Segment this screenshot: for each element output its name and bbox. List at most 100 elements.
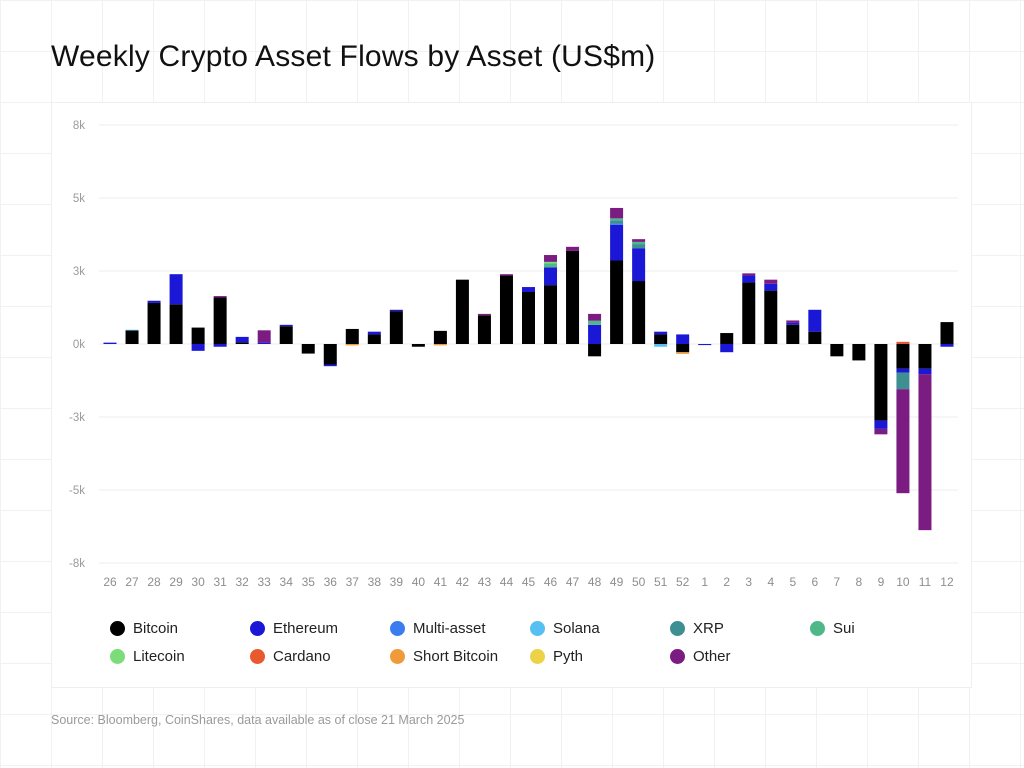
bar-segment-solana[interactable]	[654, 344, 668, 347]
bar-segment-bitcoin[interactable]	[433, 330, 447, 344]
bar-segment-sui[interactable]	[632, 241, 646, 245]
bar-segment-cardano[interactable]	[896, 341, 910, 344]
bar-segment-bitcoin[interactable]	[499, 275, 513, 344]
bar-segment-bitcoin[interactable]	[323, 344, 337, 365]
bar-segment-bitcoin[interactable]	[874, 344, 888, 421]
legend-item-cardano[interactable]: Cardano	[250, 646, 390, 666]
bar-segment-bitcoin[interactable]	[852, 344, 866, 361]
bar-segment-litecoin[interactable]	[544, 261, 558, 264]
bar-segment-bitcoin[interactable]	[169, 304, 183, 344]
bar-segment-ethereum[interactable]	[169, 274, 183, 305]
bar-segment-bitcoin[interactable]	[389, 311, 403, 344]
bar-segment-other[interactable]	[742, 273, 756, 276]
legend-item-sui[interactable]: Sui	[810, 618, 950, 638]
bar-segment-bitcoin[interactable]	[764, 290, 778, 344]
bar-segment-bitcoin[interactable]	[896, 344, 910, 369]
bar-segment-short-bitcoin[interactable]	[433, 344, 447, 346]
bar-segment-short-bitcoin[interactable]	[345, 344, 359, 346]
bar-segment-ethereum[interactable]	[544, 267, 558, 286]
bar-segment-other[interactable]	[786, 320, 800, 323]
bar-segment-sui[interactable]	[610, 218, 624, 221]
bar-segment-ethereum[interactable]	[323, 364, 337, 367]
bar-segment-bitcoin[interactable]	[588, 344, 602, 357]
bar-segment-bitcoin[interactable]	[720, 333, 734, 344]
bar-segment-other[interactable]	[610, 207, 624, 219]
bar-segment-bitcoin[interactable]	[940, 322, 954, 344]
bar-segment-bitcoin[interactable]	[455, 279, 469, 344]
bar-segment-bitcoin[interactable]	[830, 344, 844, 357]
legend-item-multi-asset[interactable]: Multi-asset	[390, 618, 530, 638]
bar-segment-other[interactable]	[257, 330, 271, 343]
bar-segment-other[interactable]	[918, 374, 932, 531]
bar-segment-other[interactable]	[566, 246, 580, 251]
bar-segment-other[interactable]	[764, 279, 778, 284]
bar-segment-other[interactable]	[874, 428, 888, 435]
bar-segment-ethereum[interactable]	[786, 322, 800, 325]
bar-segment-bitcoin[interactable]	[676, 344, 690, 353]
bar-segment-bitcoin[interactable]	[918, 344, 932, 369]
bar-segment-bitcoin[interactable]	[125, 330, 139, 344]
bar-segment-other[interactable]	[896, 389, 910, 494]
legend-item-short-bitcoin[interactable]: Short Bitcoin	[390, 646, 530, 666]
legend-item-pyth[interactable]: Pyth	[530, 646, 670, 666]
bar-segment-other[interactable]	[632, 239, 646, 242]
bar-segment-sui[interactable]	[544, 263, 558, 268]
bar-segment-bitcoin[interactable]	[654, 334, 668, 344]
bar-segment-bitcoin[interactable]	[477, 315, 491, 344]
bar-segment-ethereum[interactable]	[147, 300, 161, 303]
bar-segment-short-bitcoin[interactable]	[676, 352, 690, 354]
bar-segment-ethereum[interactable]	[389, 309, 403, 312]
bar-segment-bitcoin[interactable]	[147, 302, 161, 344]
bar-segment-other[interactable]	[477, 313, 491, 316]
bar-segment-ethereum[interactable]	[676, 334, 690, 344]
bar-segment-bitcoin[interactable]	[279, 326, 293, 344]
bar-segment-bitcoin[interactable]	[610, 260, 624, 344]
bar-segment-ethereum[interactable]	[610, 224, 624, 261]
legend-item-litecoin[interactable]: Litecoin	[110, 646, 250, 666]
legend-item-solana[interactable]: Solana	[530, 618, 670, 638]
bar-segment-ethereum[interactable]	[698, 344, 712, 346]
bar-segment-ethereum[interactable]	[808, 309, 822, 332]
bar-segment-bitcoin[interactable]	[191, 327, 205, 344]
bar-segment-sui[interactable]	[588, 320, 602, 325]
bar-segment-ethereum[interactable]	[191, 344, 205, 351]
bar-segment-ethereum[interactable]	[588, 324, 602, 344]
legend-item-ethereum[interactable]: Ethereum	[250, 618, 390, 638]
bar-segment-bitcoin[interactable]	[786, 324, 800, 344]
bar-segment-bitcoin[interactable]	[566, 250, 580, 344]
bar-segment-solana[interactable]	[125, 329, 139, 331]
bar-segment-ethereum[interactable]	[720, 344, 734, 353]
bar-segment-other[interactable]	[544, 255, 558, 262]
bar-segment-bitcoin[interactable]	[235, 342, 249, 344]
bar-segment-ethereum[interactable]	[367, 331, 381, 335]
bar-segment-xrp[interactable]	[896, 372, 910, 390]
bar-segment-bitcoin[interactable]	[742, 282, 756, 344]
bar-segment-bitcoin[interactable]	[367, 334, 381, 344]
bar-segment-ethereum[interactable]	[257, 342, 271, 344]
legend-item-bitcoin[interactable]: Bitcoin	[110, 618, 250, 638]
bar-segment-bitcoin[interactable]	[808, 331, 822, 344]
bar-segment-ethereum[interactable]	[654, 331, 668, 335]
bar-segment-ethereum[interactable]	[522, 287, 535, 292]
bar-segment-ethereum[interactable]	[213, 344, 227, 347]
bar-segment-ethereum[interactable]	[874, 420, 888, 429]
bar-segment-bitcoin[interactable]	[544, 285, 558, 344]
legend-item-other[interactable]: Other	[670, 646, 810, 666]
bar-segment-other[interactable]	[588, 313, 602, 321]
bar-segment-multi-asset[interactable]	[610, 223, 624, 225]
bar-segment-bitcoin[interactable]	[632, 281, 646, 344]
bar-segment-ethereum[interactable]	[632, 248, 646, 282]
bar-segment-bitcoin[interactable]	[411, 344, 425, 347]
bar-segment-ethereum[interactable]	[103, 342, 117, 344]
bar-segment-xrp[interactable]	[610, 220, 624, 224]
bar-segment-ethereum[interactable]	[896, 368, 910, 373]
legend-item-xrp[interactable]: XRP	[670, 618, 810, 638]
bar-segment-ethereum[interactable]	[764, 283, 778, 291]
bar-segment-ethereum[interactable]	[918, 368, 932, 375]
bar-segment-ethereum[interactable]	[279, 324, 293, 327]
bar-segment-ethereum[interactable]	[235, 336, 249, 343]
bar-segment-bitcoin[interactable]	[213, 297, 227, 344]
bar-segment-bitcoin[interactable]	[522, 291, 535, 344]
bar-segment-other[interactable]	[499, 274, 513, 276]
bar-segment-other[interactable]	[213, 296, 227, 298]
